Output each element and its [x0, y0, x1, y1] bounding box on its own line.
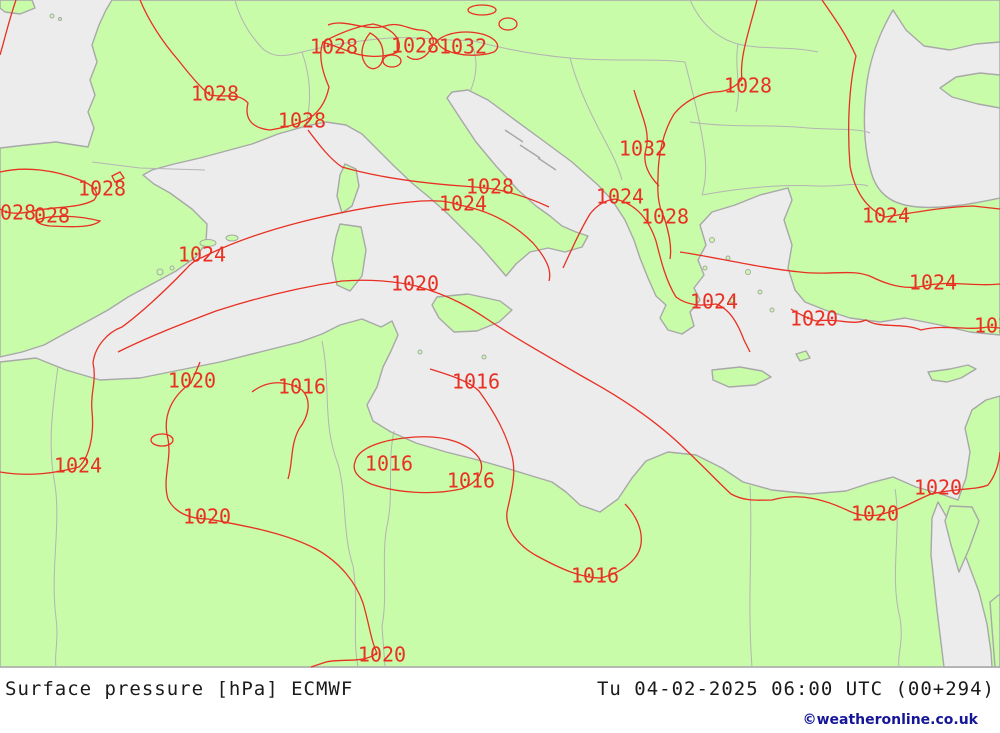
isobar-1024 [0, 0, 17, 56]
isobar-1028 [35, 215, 102, 228]
isobar-label-1028: 1028 [191, 82, 239, 106]
isobar-label-1028: 1028 [78, 177, 126, 201]
isobar-label-1024: 1024 [862, 204, 910, 228]
black-sea [863, 9, 1000, 209]
isobar-closed-1032 [498, 17, 518, 31]
isobar-label-1020: 1020 [183, 505, 231, 529]
isobar-label-1020: 1020 [168, 369, 216, 393]
isobar-label-1024: 1024 [690, 290, 738, 314]
isobar-label-1028: 1028 [278, 109, 326, 133]
menorca-island [225, 234, 239, 242]
isobar-label-1024: 1024 [596, 185, 644, 209]
europe-landmass [0, 0, 1000, 358]
isobar-closed-1032 [382, 54, 402, 68]
isobar-label-1024: 1024 [439, 192, 487, 216]
channel-island [58, 17, 62, 21]
isobar-labels-layer: 1028 1028 10321028102810280280281024102410… [0, 34, 1000, 667]
isobar-1024 [562, 198, 751, 353]
isobar-1028 [139, 0, 400, 131]
isobar-1024 [821, 0, 1000, 218]
isobar-label-1032: 1032 [619, 137, 667, 161]
isobar-1032 [361, 32, 384, 70]
isobar-label-1020: 1020 [358, 643, 406, 667]
copyright-link[interactable]: ©weatheronline.co.uk [802, 712, 978, 728]
isobar-1028 [0, 168, 98, 214]
isobar-1028 [111, 171, 125, 183]
nile-river [894, 488, 902, 668]
mallorca-island [199, 239, 217, 247]
isobar-label-1028: 1028 [466, 175, 514, 199]
croatia-islands [504, 129, 557, 171]
isobar-label-1020: 1020 [914, 476, 962, 500]
isobar-1032 [437, 31, 499, 56]
isobar-label-1028: 1028 [724, 74, 772, 98]
cyprus-island [927, 364, 977, 383]
map-title: Surface pressure [hPa] ECMWF [5, 678, 354, 700]
crete-island [711, 366, 772, 388]
isobar-label-1024: 1024 [178, 243, 226, 267]
isobar-label-1024: 1024 [54, 454, 102, 478]
isobar-closed-1032 [467, 4, 497, 16]
isobar-closed-1016 [150, 433, 174, 447]
channel-island [49, 13, 55, 19]
isobar-label-1016: 1016 [365, 452, 413, 476]
isobar-1020 [790, 308, 1000, 331]
aegean-islands [702, 237, 775, 313]
isobar-label-1032: 1032 [439, 35, 487, 59]
pressure-map-svg: 1028 1028 10321028102810280280281024102410… [0, 0, 1000, 668]
isobar-1024 [0, 200, 551, 475]
isobar-1024 [679, 251, 1000, 289]
isobar-label-102: 102 [974, 314, 1000, 338]
isobar-label-1020: 1020 [391, 272, 439, 296]
isobar-label-1016: 1016 [278, 375, 326, 399]
caption-bar: Surface pressure [hPa] ECMWF Tu 04-02-20… [0, 668, 1000, 733]
isobar-1028 [657, 0, 758, 260]
isobar-1020 [117, 279, 1000, 517]
isobar-label-1016: 1016 [571, 564, 619, 588]
corsica-island [336, 163, 360, 214]
formentera-island [169, 265, 175, 271]
arabia-corner [989, 593, 1000, 668]
england-corner [0, 0, 36, 15]
ibiza-island [156, 268, 164, 276]
isobar-label-028: 028 [0, 201, 36, 225]
isobar-label-028: 028 [34, 204, 70, 228]
isobar-label-1024: 1024 [909, 271, 957, 295]
isobar-1016 [429, 368, 642, 579]
isobar-label-1016: 1016 [452, 370, 500, 394]
isobar-1016 [353, 436, 483, 494]
isobar-label-1020: 1020 [790, 307, 838, 331]
pressure-map: 1028 1028 1032 1028 1028 1028 028 028 1024 1024 10… [0, 0, 1000, 668]
isobar-1028 [327, 22, 434, 61]
country-borders [50, 0, 902, 668]
isobar-1028 [307, 129, 550, 208]
sinai-peninsula [944, 505, 980, 573]
isobar-label-1028: 1028 [641, 205, 689, 229]
isobar-1032 [633, 89, 660, 187]
isobar-label-1028: 1028 [391, 34, 439, 58]
sardinia-island [331, 223, 367, 292]
valid-time: Tu 04-02-2025 06:00 UTC (00+294) [596, 678, 995, 700]
isobar-label-1016: 1016 [447, 469, 495, 493]
isobar-1020 [165, 361, 378, 668]
isobars-layer [0, 0, 1000, 668]
pantelleria-island [417, 349, 423, 355]
isobar-label-1028: 1028 [310, 35, 358, 59]
malta-island [481, 354, 487, 360]
isobar-label-1020: 1020 [851, 502, 899, 526]
rhodes-island [795, 350, 811, 362]
isobar-1016 [251, 382, 309, 480]
